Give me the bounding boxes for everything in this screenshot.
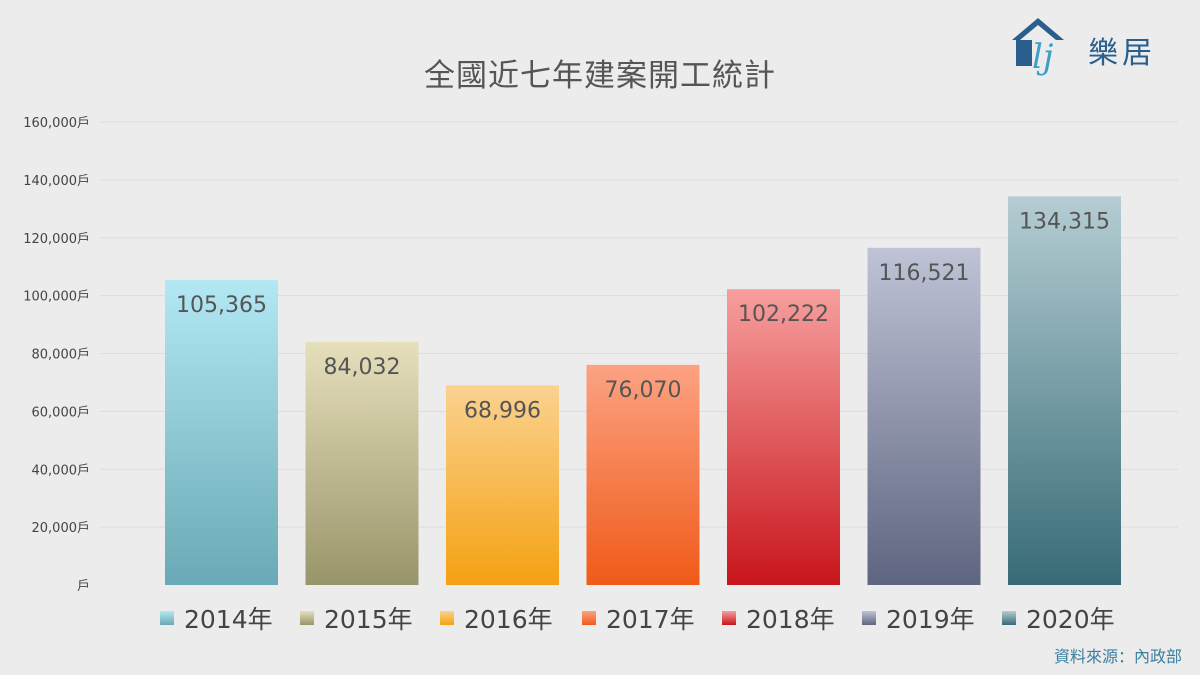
bar-2020年: [1008, 196, 1121, 585]
brand-name: 樂居: [1088, 36, 1156, 71]
value-label: 105,365: [176, 293, 267, 318]
value-labels: 105,365 84,032 68,996 76,070 102,222 116,521 1…: [176, 209, 1110, 423]
legend-swatch: [160, 611, 174, 625]
bar-2018年: [727, 289, 840, 585]
y-axis: 戶 20,000戶 40,000戶 60,000戶 80,000戶 100,000戶 120…: [23, 116, 90, 594]
value-label: 116,521: [879, 261, 970, 286]
bar-2014年: [165, 280, 278, 585]
y-tick-label: 20,000戶: [32, 521, 91, 536]
bars: [165, 196, 1121, 585]
legend-label: 2016年: [464, 605, 553, 634]
legend-item: 2020年: [1002, 600, 1115, 636]
value-label: 134,315: [1019, 209, 1110, 234]
legend-label: 2014年: [184, 605, 273, 634]
legend-swatch: [862, 611, 876, 625]
legend-item: 2015年: [300, 600, 413, 636]
value-label: 76,070: [605, 378, 682, 403]
value-label: 84,032: [324, 355, 401, 380]
bar-2019年: [867, 247, 981, 585]
chart-title: 全國近七年建案開工統計: [424, 58, 776, 94]
legend-swatch: [722, 611, 736, 625]
bar-2016年: [446, 385, 559, 585]
svg-text:lj: lj: [1032, 37, 1054, 77]
legend-swatch: [1002, 611, 1016, 625]
y-tick-label: 80,000戶: [32, 348, 91, 363]
legend-swatch: [582, 611, 596, 625]
bar-chart: 戶 20,000戶 40,000戶 60,000戶 80,000戶 100,000戶 120…: [23, 116, 1178, 594]
legend-label: 2020年: [1026, 605, 1115, 634]
legend-item: 2017年: [582, 600, 695, 636]
bar-2015年: [305, 341, 419, 585]
legend-swatch: [300, 611, 314, 625]
y-tick-label: 140,000戶: [23, 174, 90, 189]
house-lj-icon: lj: [1012, 18, 1064, 77]
value-label: 68,996: [464, 398, 541, 423]
brand-logo: lj 樂居: [1008, 14, 1178, 78]
y-tick-label: 160,000戶: [23, 116, 90, 131]
legend-label: 2017年: [606, 605, 695, 634]
legend-swatch: [440, 611, 454, 625]
legend-label: 2018年: [746, 605, 835, 634]
y-tick-label: 40,000戶: [32, 463, 91, 478]
y-tick-label: 120,000戶: [23, 232, 90, 247]
legend-label: 2019年: [886, 605, 975, 634]
y-tick-label: 60,000戶: [32, 405, 91, 420]
y-tick-label: 戶: [77, 579, 90, 594]
bar-2017年: [586, 364, 700, 585]
legend-item: 2016年: [440, 600, 553, 636]
legend: 2014年 2015年 2016年 2017年 2018年 2019年 2020年: [0, 600, 1200, 640]
legend-item: 2018年: [722, 600, 835, 636]
y-tick-label: 100,000戶: [23, 290, 90, 305]
source-note: 資料來源：內政部: [1053, 647, 1182, 666]
legend-item: 2019年: [862, 600, 975, 636]
legend-item: 2014年: [160, 600, 273, 636]
value-label: 102,222: [738, 302, 829, 327]
legend-label: 2015年: [324, 605, 413, 634]
